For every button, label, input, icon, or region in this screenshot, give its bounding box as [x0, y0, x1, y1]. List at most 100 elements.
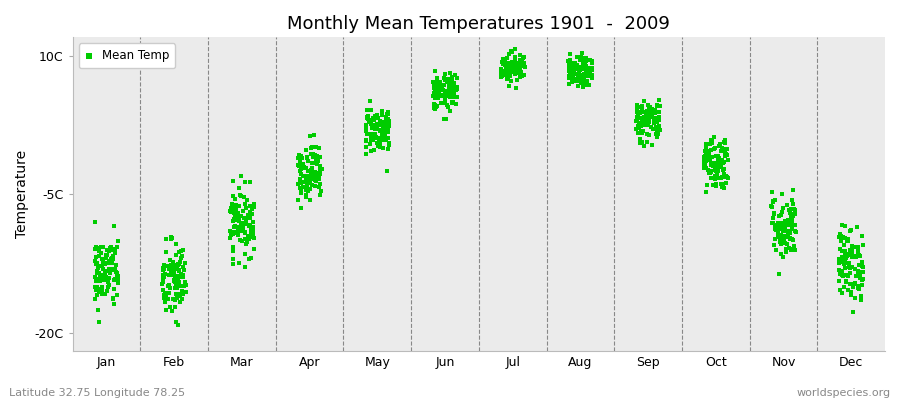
Mean Temp	[235, 228, 249, 234]
Mean Temp	[377, 124, 392, 130]
Mean Temp	[778, 226, 792, 232]
Mean Temp	[507, 66, 521, 72]
Mean Temp	[718, 140, 733, 146]
Mean Temp	[772, 223, 787, 230]
Mean Temp	[565, 73, 580, 80]
Mean Temp	[847, 253, 861, 259]
Mean Temp	[170, 295, 184, 302]
Mean Temp	[432, 84, 446, 91]
Mean Temp	[110, 269, 124, 276]
Mean Temp	[104, 257, 119, 264]
Mean Temp	[96, 259, 111, 266]
Mean Temp	[503, 48, 517, 54]
Mean Temp	[570, 54, 584, 60]
Mean Temp	[302, 176, 317, 183]
Mean Temp	[507, 59, 521, 66]
Mean Temp	[508, 62, 522, 68]
Mean Temp	[244, 226, 258, 233]
Mean Temp	[774, 238, 788, 244]
Mean Temp	[778, 226, 792, 232]
Mean Temp	[157, 274, 171, 280]
Mean Temp	[374, 120, 389, 126]
Mean Temp	[563, 68, 578, 75]
Mean Temp	[156, 275, 170, 281]
Mean Temp	[436, 116, 451, 122]
Mean Temp	[294, 162, 309, 168]
Mean Temp	[314, 166, 328, 172]
Mean Temp	[650, 118, 664, 124]
Mean Temp	[234, 220, 248, 226]
Mean Temp	[436, 93, 450, 99]
Mean Temp	[381, 129, 395, 136]
Mean Temp	[652, 108, 666, 115]
Mean Temp	[785, 197, 799, 204]
Mean Temp	[837, 248, 851, 254]
Mean Temp	[298, 179, 312, 185]
Mean Temp	[630, 114, 644, 120]
Mean Temp	[439, 90, 454, 96]
Mean Temp	[711, 159, 725, 166]
Mean Temp	[309, 178, 323, 184]
Mean Temp	[231, 231, 246, 238]
Mean Temp	[642, 105, 656, 112]
Mean Temp	[856, 242, 870, 248]
Mean Temp	[233, 192, 248, 198]
Mean Temp	[242, 256, 256, 262]
Mean Temp	[496, 72, 510, 78]
Mean Temp	[292, 185, 307, 191]
Mean Temp	[517, 54, 531, 60]
Mean Temp	[310, 154, 324, 160]
Mean Temp	[373, 140, 387, 147]
Mean Temp	[379, 124, 393, 131]
Mean Temp	[702, 151, 716, 158]
Mean Temp	[430, 103, 445, 110]
Mean Temp	[304, 182, 319, 188]
Mean Temp	[631, 130, 645, 136]
Mean Temp	[237, 215, 251, 222]
Mean Temp	[438, 70, 453, 77]
Mean Temp	[779, 246, 794, 252]
Mean Temp	[640, 108, 654, 114]
Mean Temp	[156, 272, 170, 278]
Mean Temp	[776, 236, 790, 242]
Mean Temp	[569, 77, 583, 83]
Mean Temp	[709, 168, 724, 174]
Mean Temp	[838, 258, 852, 265]
Mean Temp	[90, 268, 104, 274]
Mean Temp	[634, 109, 649, 115]
Mean Temp	[293, 165, 308, 172]
Mean Temp	[449, 101, 464, 107]
Mean Temp	[169, 241, 184, 247]
Mean Temp	[368, 126, 382, 132]
Mean Temp	[165, 308, 179, 314]
Mean Temp	[370, 112, 384, 118]
Mean Temp	[767, 211, 781, 217]
Mean Temp	[850, 283, 865, 290]
Mean Temp	[446, 99, 460, 106]
Mean Temp	[832, 260, 847, 266]
Mean Temp	[848, 295, 862, 301]
Mean Temp	[94, 263, 109, 270]
Mean Temp	[310, 158, 325, 164]
Mean Temp	[650, 117, 664, 123]
Mean Temp	[775, 223, 789, 229]
Mean Temp	[508, 66, 523, 73]
Mean Temp	[494, 72, 508, 79]
Mean Temp	[95, 272, 110, 279]
Mean Temp	[238, 229, 252, 235]
Mean Temp	[847, 244, 861, 250]
Mean Temp	[99, 274, 113, 280]
Mean Temp	[562, 73, 576, 80]
Mean Temp	[508, 56, 522, 62]
Mean Temp	[496, 60, 510, 67]
Mean Temp	[769, 227, 783, 234]
Mean Temp	[633, 110, 647, 116]
Mean Temp	[787, 206, 801, 212]
Mean Temp	[572, 77, 586, 84]
Mean Temp	[170, 261, 184, 268]
Mean Temp	[431, 86, 446, 93]
Mean Temp	[112, 273, 126, 280]
Mean Temp	[169, 281, 184, 288]
Mean Temp	[703, 155, 717, 161]
Mean Temp	[841, 238, 855, 245]
